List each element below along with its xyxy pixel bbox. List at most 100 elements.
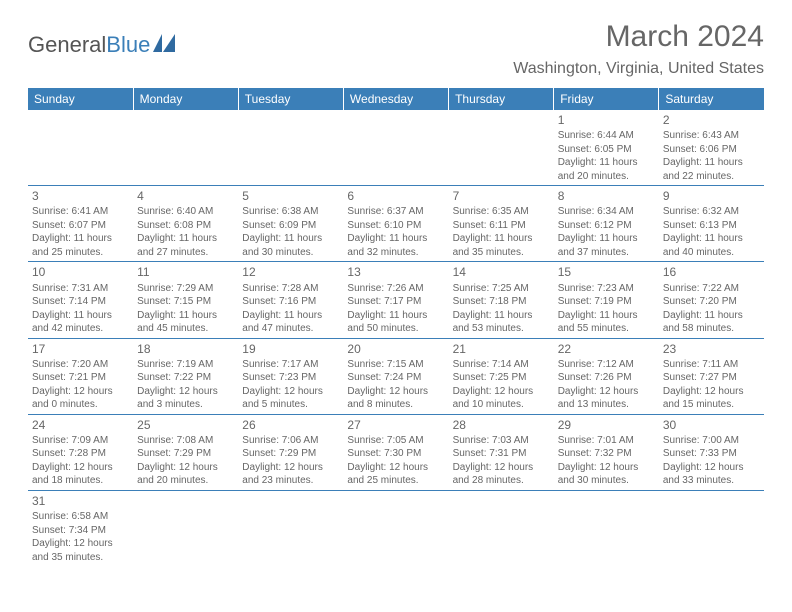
sunset-text: Sunset: 7:18 PM [453,295,550,309]
day2-text: and 53 minutes. [453,322,550,336]
day-number: 29 [558,417,655,433]
sunrise-text: Sunrise: 6:35 AM [453,205,550,219]
day-number: 21 [453,341,550,357]
day-number: 31 [32,493,129,509]
day1-text: Daylight: 12 hours [453,385,550,399]
dayname: Thursday [449,88,554,110]
sunset-text: Sunset: 7:28 PM [32,447,129,461]
day-number: 8 [558,188,655,204]
day-number: 4 [137,188,234,204]
day-number: 10 [32,264,129,280]
calendar-cell: 6Sunrise: 6:37 AMSunset: 6:10 PMDaylight… [343,186,448,262]
calendar-cell: 30Sunrise: 7:00 AMSunset: 7:33 PMDayligh… [659,414,764,490]
sunrise-text: Sunrise: 6:37 AM [347,205,444,219]
title-block: March 2024 Washington, Virginia, United … [513,20,764,84]
calendar-cell: 18Sunrise: 7:19 AMSunset: 7:22 PMDayligh… [133,338,238,414]
sunrise-text: Sunrise: 7:28 AM [242,282,339,296]
sunset-text: Sunset: 6:12 PM [558,219,655,233]
calendar-week: 24Sunrise: 7:09 AMSunset: 7:28 PMDayligh… [28,414,764,490]
dayname: Tuesday [238,88,343,110]
calendar-cell [238,110,343,186]
calendar-cell: 22Sunrise: 7:12 AMSunset: 7:26 PMDayligh… [554,338,659,414]
sunset-text: Sunset: 7:27 PM [663,371,760,385]
sunset-text: Sunset: 6:09 PM [242,219,339,233]
calendar-cell: 21Sunrise: 7:14 AMSunset: 7:25 PMDayligh… [449,338,554,414]
calendar-cell: 28Sunrise: 7:03 AMSunset: 7:31 PMDayligh… [449,414,554,490]
day1-text: Daylight: 12 hours [663,385,760,399]
sunrise-text: Sunrise: 7:06 AM [242,434,339,448]
calendar-cell: 13 Sunrise: 7:26 AMSunset: 7:17 PMDayligh… [343,262,448,338]
day1-text: Daylight: 12 hours [558,385,655,399]
day-number: 3 [32,188,129,204]
sunset-text: Sunset: 6:11 PM [453,219,550,233]
dayname: Friday [554,88,659,110]
day1-text: Daylight: 11 hours [558,156,655,170]
sunset-text: Sunset: 7:16 PM [242,295,339,309]
day-number: 18 [137,341,234,357]
sunrise-text: Sunrise: 7:17 AM [242,358,339,372]
calendar-cell: 25Sunrise: 7:08 AMSunset: 7:29 PMDayligh… [133,414,238,490]
day2-text: and 33 minutes. [663,474,760,488]
brand-left: General [28,32,106,58]
sunset-text: Sunset: 6:07 PM [32,219,129,233]
sunset-text: Sunset: 7:17 PM [347,295,444,309]
calendar-cell [238,490,343,566]
sunset-text: Sunset: 7:20 PM [663,295,760,309]
brand-logo: GeneralBlue [28,32,177,58]
day1-text: Daylight: 11 hours [137,309,234,323]
day1-text: Daylight: 12 hours [242,461,339,475]
day2-text: and 27 minutes. [137,246,234,260]
day-number: 26 [242,417,339,433]
day2-text: and 37 minutes. [558,246,655,260]
calendar-cell [554,490,659,566]
day2-text: and 10 minutes. [453,398,550,412]
day1-text: Daylight: 11 hours [242,232,339,246]
sunset-text: Sunset: 7:19 PM [558,295,655,309]
calendar-cell [449,490,554,566]
dayname-row: Sunday Monday Tuesday Wednesday Thursday… [28,88,764,110]
sunset-text: Sunset: 7:31 PM [453,447,550,461]
sunset-text: Sunset: 7:30 PM [347,447,444,461]
day-number: 13 [347,264,444,280]
day-number: 22 [558,341,655,357]
calendar-week: 1Sunrise: 6:44 AMSunset: 6:05 PMDaylight… [28,110,764,186]
sunrise-text: Sunrise: 7:11 AM [663,358,760,372]
sunset-text: Sunset: 6:08 PM [137,219,234,233]
day2-text: and 30 minutes. [558,474,655,488]
calendar-cell: 31Sunrise: 6:58 AMSunset: 7:34 PMDayligh… [28,490,133,566]
calendar-cell: 5Sunrise: 6:38 AMSunset: 6:09 PMDaylight… [238,186,343,262]
sunrise-text: Sunrise: 7:26 AM [347,282,444,296]
calendar-cell: 19Sunrise: 7:17 AMSunset: 7:23 PMDayligh… [238,338,343,414]
day1-text: Daylight: 12 hours [32,537,129,551]
sunrise-text: Sunrise: 6:32 AM [663,205,760,219]
day-number: 7 [453,188,550,204]
day2-text: and 55 minutes. [558,322,655,336]
day-number: 12 [242,264,339,280]
day1-text: Daylight: 11 hours [347,232,444,246]
day-number: 30 [663,417,760,433]
day2-text: and 15 minutes. [663,398,760,412]
day1-text: Daylight: 11 hours [663,232,760,246]
sunset-text: Sunset: 7:15 PM [137,295,234,309]
day1-text: Daylight: 11 hours [663,156,760,170]
day2-text: and 25 minutes. [32,246,129,260]
day1-text: Daylight: 11 hours [347,309,444,323]
dayname: Sunday [28,88,133,110]
calendar-cell: 3Sunrise: 6:41 AMSunset: 6:07 PMDaylight… [28,186,133,262]
calendar-week: 31Sunrise: 6:58 AMSunset: 7:34 PMDayligh… [28,490,764,566]
day1-text: Daylight: 12 hours [347,461,444,475]
sunrise-text: Sunrise: 6:44 AM [558,129,655,143]
sunrise-text: Sunrise: 6:38 AM [242,205,339,219]
dayname: Monday [133,88,238,110]
sunrise-text: Sunrise: 7:08 AM [137,434,234,448]
calendar-cell [659,490,764,566]
calendar-cell: 2Sunrise: 6:43 AMSunset: 6:06 PMDaylight… [659,110,764,186]
day1-text: Daylight: 11 hours [137,232,234,246]
calendar-cell: 14Sunrise: 7:25 AMSunset: 7:18 PMDayligh… [449,262,554,338]
day-number: 17 [32,341,129,357]
day-number: 27 [347,417,444,433]
sunset-text: Sunset: 7:34 PM [32,524,129,538]
sunset-text: Sunset: 7:23 PM [242,371,339,385]
sunrise-text: Sunrise: 6:43 AM [663,129,760,143]
sunset-text: Sunset: 7:14 PM [32,295,129,309]
